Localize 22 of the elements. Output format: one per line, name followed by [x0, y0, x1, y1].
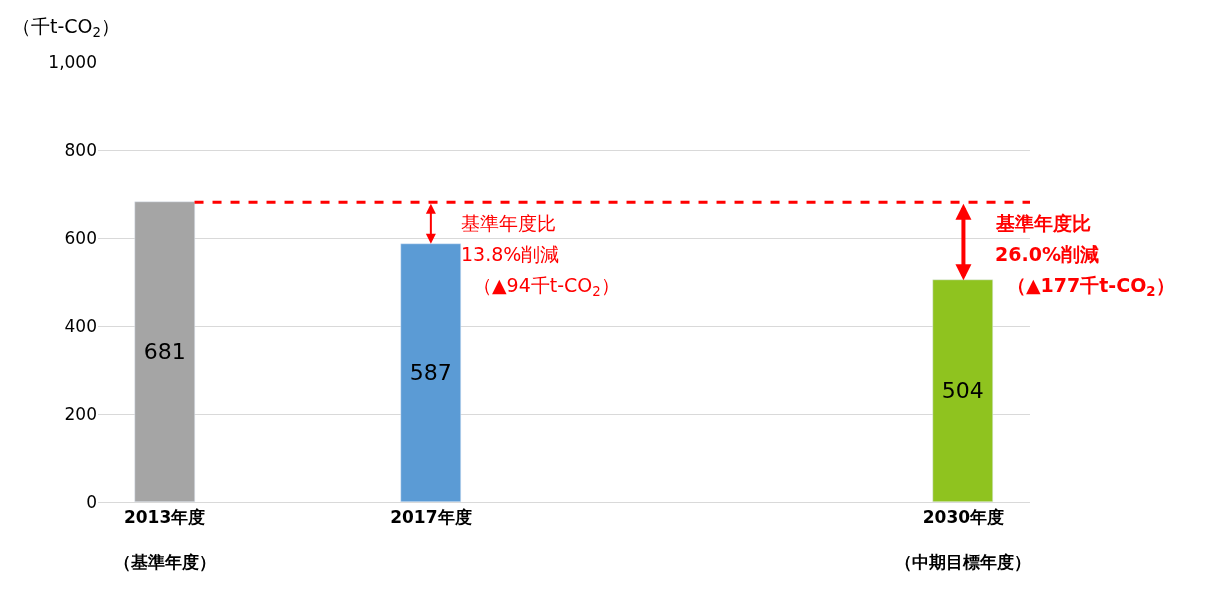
y-tick-label: 800 [64, 139, 97, 160]
bar [134, 201, 195, 502]
annotation: （▲94千t-CO$_{2}$） [473, 274, 620, 299]
bar [932, 279, 993, 502]
data-label: 504 [941, 378, 984, 404]
y-tick-label: 1,000 [48, 51, 97, 72]
data-label: 587 [409, 360, 452, 386]
annotation: 13.8%削減 [461, 243, 560, 265]
category-label: 2013年度（基準年度） [113, 507, 216, 572]
data-label: 681 [143, 339, 186, 365]
y-tick-label: 600 [64, 227, 97, 248]
x-tick-label: 2017年度 [390, 507, 472, 528]
y-tick-label: 200 [64, 403, 97, 424]
y-tick-label: 0 [86, 491, 97, 512]
annotation: 26.0%削減 [995, 243, 1099, 265]
y-axis-title: （千t-CO$_{2}$） [12, 15, 120, 40]
annotation: （▲177千t-CO$_{2}$） [1007, 274, 1175, 299]
annotation: 基準年度比 [995, 212, 1091, 234]
annotation: 基準年度比 [461, 212, 556, 234]
y-tick-label: 400 [64, 315, 97, 336]
bar [400, 243, 461, 502]
category-label: 2030年度（中期目標年度） [895, 507, 1032, 572]
